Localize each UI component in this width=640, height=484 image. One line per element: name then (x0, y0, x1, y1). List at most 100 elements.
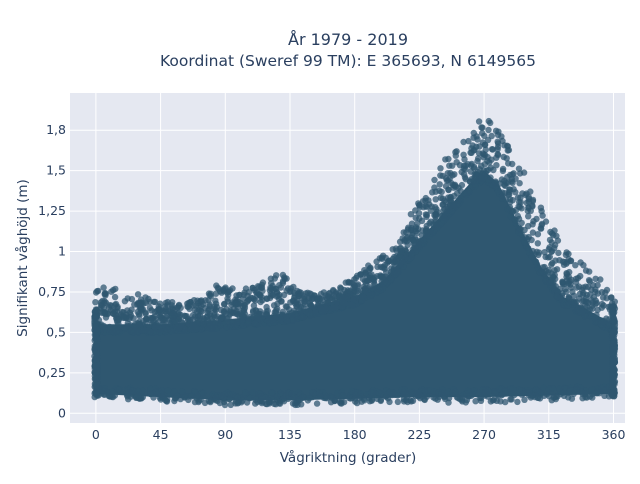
data-point (521, 239, 528, 246)
data-point (609, 351, 617, 358)
data-point (532, 386, 540, 393)
x-tick-label: 315 (537, 427, 561, 442)
data-point (520, 390, 527, 397)
data-point (365, 262, 372, 269)
data-point (440, 217, 448, 224)
data-point (357, 390, 364, 398)
data-point (478, 394, 485, 402)
data-point (298, 394, 305, 402)
data-point (366, 284, 373, 291)
data-point (190, 297, 198, 304)
data-point (559, 278, 566, 285)
data-point (445, 394, 453, 402)
data-point (551, 285, 558, 292)
data-point (151, 298, 159, 306)
data-point (394, 398, 402, 406)
data-point (211, 309, 218, 316)
data-point (446, 175, 453, 182)
data-point (229, 391, 236, 398)
data-point (439, 195, 446, 202)
data-point (283, 314, 290, 321)
data-point (586, 278, 594, 285)
data-point (475, 150, 483, 157)
data-point (534, 231, 542, 238)
data-point (611, 356, 618, 364)
data-point (518, 231, 525, 238)
data-point (172, 317, 179, 325)
data-point (598, 300, 606, 308)
data-point (470, 134, 477, 141)
data-point (472, 398, 479, 405)
data-point (232, 398, 239, 405)
data-point (149, 390, 157, 397)
y-tick-label: 1 (58, 244, 66, 259)
data-point (412, 214, 419, 221)
data-point (245, 296, 252, 303)
data-point (579, 298, 586, 305)
data-point (537, 204, 545, 211)
data-point (258, 293, 265, 300)
data-point (609, 305, 616, 312)
data-point (494, 188, 502, 195)
data-point (378, 273, 385, 281)
data-point (563, 271, 571, 278)
data-point (556, 385, 563, 392)
data-point (389, 255, 396, 263)
data-point (164, 396, 171, 403)
data-point (106, 328, 113, 335)
data-point (147, 385, 154, 393)
data-point (330, 288, 337, 295)
data-point (480, 389, 487, 396)
data-point (157, 300, 164, 307)
data-point (469, 391, 476, 398)
data-point (441, 205, 448, 213)
data-point (179, 388, 186, 395)
data-point (345, 394, 353, 402)
data-point (175, 302, 182, 309)
dense-point-cloud (95, 170, 614, 401)
data-point (545, 266, 553, 274)
data-point (379, 284, 387, 291)
x-tick-label: 135 (278, 427, 302, 442)
data-point (475, 118, 483, 125)
data-point (455, 197, 462, 204)
data-point (350, 284, 357, 291)
data-point (348, 387, 355, 395)
data-point (157, 309, 164, 316)
data-point (397, 260, 404, 267)
data-point (517, 194, 524, 201)
data-point (463, 396, 471, 404)
data-point (123, 391, 131, 399)
data-point (295, 389, 302, 396)
data-point (206, 292, 213, 299)
data-point (431, 211, 438, 219)
data-point (460, 162, 468, 170)
data-point (330, 292, 337, 300)
data-point (212, 394, 220, 401)
data-point (561, 258, 568, 266)
data-point (225, 314, 232, 321)
y-tick-label: 0,25 (38, 365, 66, 380)
data-point (247, 394, 254, 402)
data-point (494, 143, 502, 150)
data-point (297, 308, 305, 315)
data-point (577, 259, 584, 266)
data-point (339, 298, 346, 306)
data-point (464, 387, 472, 394)
data-point (549, 259, 556, 267)
data-point (588, 386, 596, 393)
data-point (551, 245, 558, 252)
data-point (142, 327, 149, 334)
data-point (533, 215, 540, 223)
data-point (388, 391, 396, 399)
data-point (308, 291, 315, 298)
data-point (445, 186, 452, 194)
data-point (579, 395, 586, 402)
data-point (232, 300, 240, 308)
data-point (600, 318, 607, 325)
data-point (111, 293, 119, 301)
data-point (432, 196, 439, 203)
data-point (491, 390, 499, 397)
data-point (233, 310, 240, 318)
data-point (262, 400, 270, 408)
